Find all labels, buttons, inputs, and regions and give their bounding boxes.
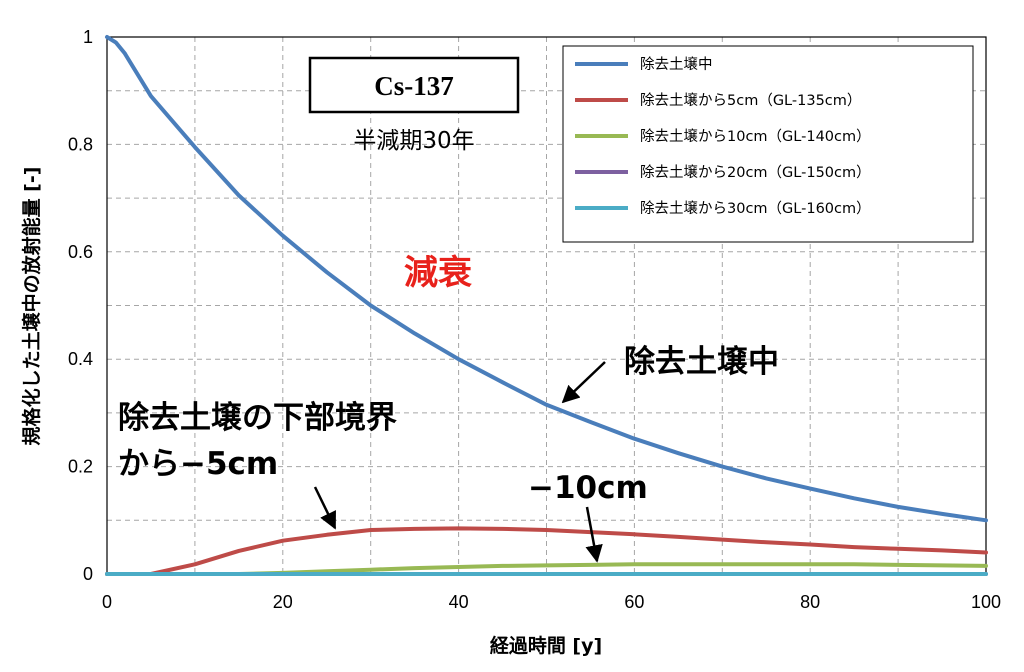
y-tick-label: 0.6 bbox=[68, 242, 93, 262]
decay-annotation: 減衰 bbox=[404, 253, 472, 293]
legend-label-4: 除去土壌から20cm（GL-150cm） bbox=[640, 164, 871, 181]
isotope-box bbox=[308, 56, 520, 114]
x-axis-ticks: 0 20 40 60 80 100 bbox=[102, 592, 1001, 612]
x-tick-label: 100 bbox=[971, 592, 1001, 612]
legend-label-2: 除去土壌から5cm（GL-135cm） bbox=[640, 92, 861, 109]
boundary-annotation-line1: 除去土壌の下部境界 bbox=[118, 400, 397, 436]
soil-inside-arrow bbox=[561, 361, 606, 404]
series-line-1 bbox=[105, 35, 988, 523]
series-line-3 bbox=[105, 562, 988, 576]
series-lines bbox=[105, 35, 988, 576]
legend-label-3: 除去土壌から10cm（GL-140cm） bbox=[640, 128, 871, 145]
x-tick-label: 40 bbox=[449, 592, 469, 612]
y-axis-ticks: 0 0.2 0.4 0.6 0.8 1 bbox=[68, 27, 93, 584]
legend-box bbox=[562, 45, 974, 243]
x-axis-title: 経過時間 [y] bbox=[490, 634, 602, 657]
x-tick-label: 60 bbox=[624, 592, 644, 612]
y-tick-label: 0.2 bbox=[68, 457, 93, 477]
soil-inside-annotation: 除去土壌中 bbox=[624, 344, 779, 380]
minus5-arrow bbox=[313, 486, 337, 530]
boundary-annotation-line2: から−5cm bbox=[118, 446, 278, 482]
series-line-2 bbox=[105, 526, 988, 576]
y-tick-label: 0.8 bbox=[68, 134, 93, 154]
y-tick-label: 0 bbox=[83, 564, 93, 584]
x-tick-label: 20 bbox=[273, 592, 293, 612]
isotope-label: Cs-137 bbox=[374, 71, 454, 101]
y-tick-label: 1 bbox=[83, 27, 93, 47]
x-tick-label: 80 bbox=[800, 592, 820, 612]
minus10-arrow bbox=[585, 506, 603, 563]
y-axis-title: 規格化した土壌中の放射能量 [-] bbox=[20, 167, 43, 446]
minus10-annotation: −10cm bbox=[528, 470, 648, 506]
legend-label-1: 除去土壌中 bbox=[640, 56, 713, 73]
legend-label-5: 除去土壌から30cm（GL-160cm） bbox=[640, 200, 871, 217]
x-tick-label: 0 bbox=[102, 592, 112, 612]
half-life-label: 半減期30年 bbox=[353, 128, 474, 154]
y-tick-label: 0.4 bbox=[68, 349, 93, 369]
